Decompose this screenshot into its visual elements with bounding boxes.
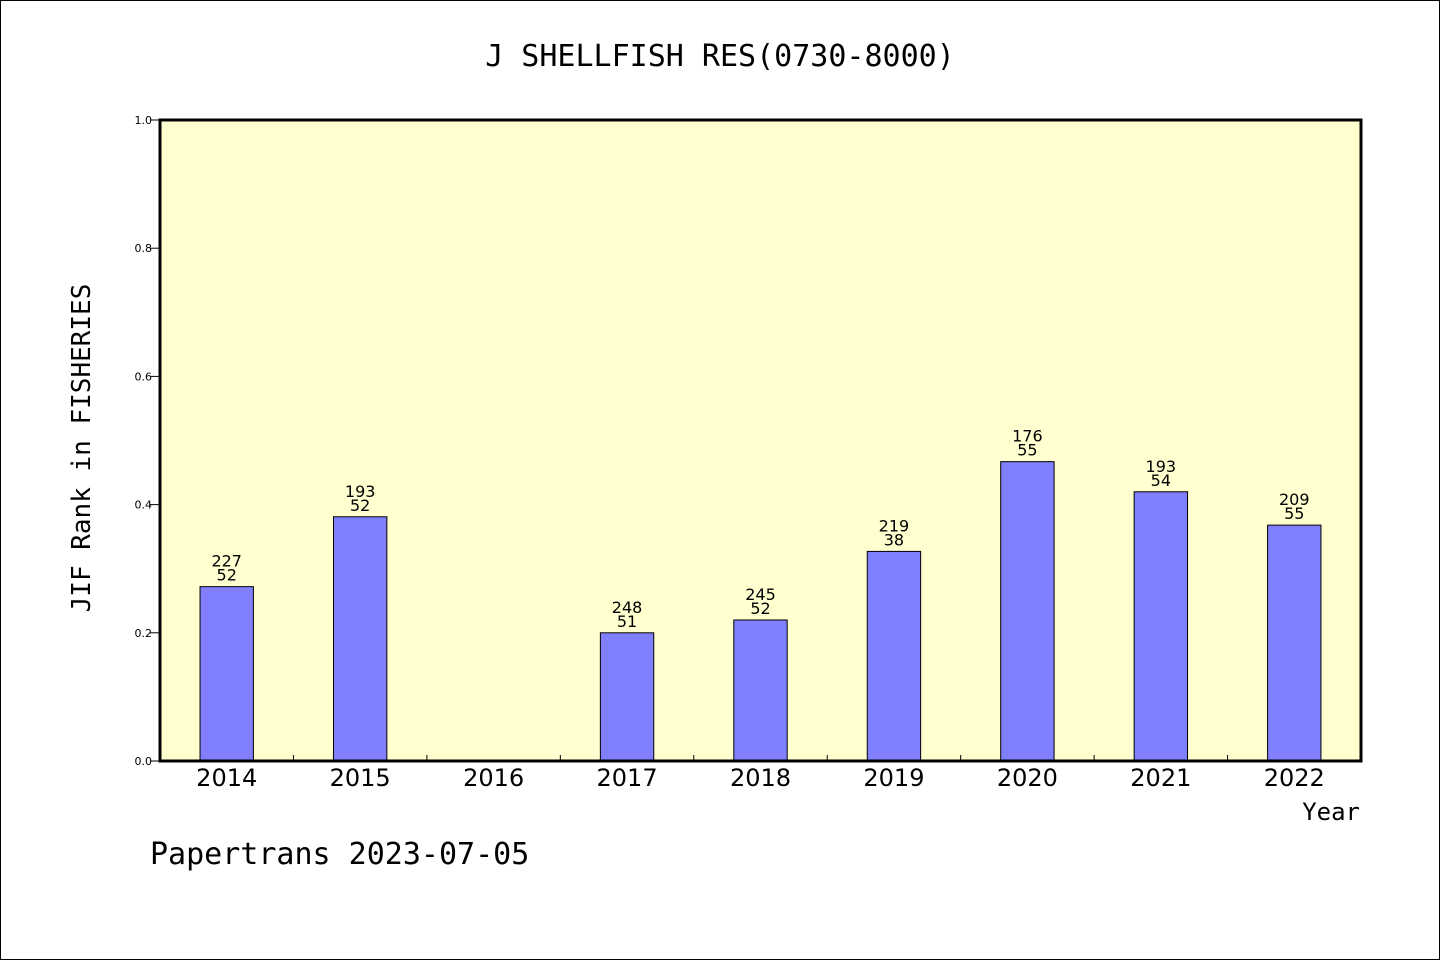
x-tick-label: 2016 [463, 764, 524, 792]
plot-border [158, 118, 1363, 763]
bar [1000, 461, 1055, 762]
bar-label-rank: 248 [612, 598, 643, 617]
x-tick-label: 2020 [997, 764, 1058, 792]
x-tick-label: 2021 [1130, 764, 1191, 792]
bar-label-total: 52 [750, 599, 770, 618]
bar [599, 632, 655, 762]
bar-label-rank: 193 [345, 482, 376, 501]
bar-label-total: 55 [1017, 441, 1037, 460]
bar [866, 550, 922, 762]
x-tick-label: 2017 [597, 764, 658, 792]
bars-group [199, 461, 1322, 762]
bar-label-total: 38 [884, 530, 904, 549]
y-tick-label: 0.0 [135, 755, 153, 768]
y-tick-label: 0.4 [135, 499, 153, 512]
y-tick-label: 0.6 [135, 370, 153, 383]
y-axis-label: JIF Rank in FISHERIES [67, 284, 97, 613]
bar-label-total: 54 [1151, 471, 1171, 490]
bar [733, 619, 788, 762]
x-tick-label: 2018 [730, 764, 791, 792]
x-tick-label: 2019 [863, 764, 924, 792]
y-tick-label: 0.2 [135, 627, 153, 640]
bar-label-total: 55 [1284, 504, 1304, 523]
bar [332, 516, 388, 762]
bar [1267, 524, 1322, 762]
bar-label-rank: 219 [879, 516, 910, 535]
bar-label-rank: 193 [1146, 457, 1177, 476]
x-tick-label: 2022 [1264, 764, 1325, 792]
bar-label-rank: 209 [1279, 490, 1310, 509]
x-axis-label: Year [1302, 798, 1360, 826]
y-tick-label: 1.0 [135, 114, 153, 127]
x-tick-label: 2015 [330, 764, 391, 792]
ticks-group: 0.0 0.2 0.4 0.6 0.8 1.0 2014 2015 2016 2017 2018 20… [135, 114, 1325, 792]
bar-label-rank: 176 [1012, 427, 1043, 446]
x-tick-label: 2014 [196, 764, 257, 792]
bar [199, 586, 254, 762]
bar-label-rank: 245 [745, 585, 776, 604]
bar [1133, 491, 1189, 762]
bar-label-rank: 227 [211, 552, 242, 571]
footer-text: Papertrans 2023-07-05 [150, 837, 529, 872]
chart-title: J SHELLFISH RES(0730-8000) [485, 39, 955, 74]
bar-label-total: 52 [350, 496, 370, 515]
y-tick-label: 0.8 [135, 242, 153, 255]
bar-label-total: 52 [217, 566, 237, 585]
bar-label-total: 51 [617, 612, 637, 631]
